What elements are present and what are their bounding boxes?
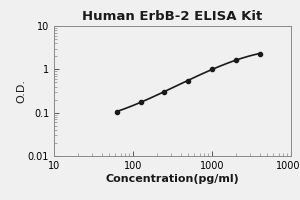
X-axis label: Concentration(pg/ml): Concentration(pg/ml) <box>106 174 239 184</box>
Y-axis label: O.D.: O.D. <box>16 79 26 103</box>
Title: Human ErbB-2 ELISA Kit: Human ErbB-2 ELISA Kit <box>82 10 262 23</box>
